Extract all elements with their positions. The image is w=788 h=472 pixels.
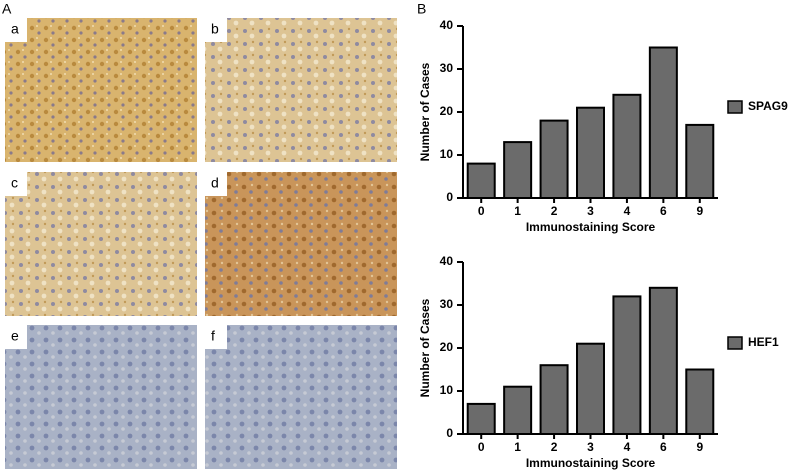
- legend-label: SPAG9: [748, 99, 788, 113]
- panel-letter: d: [211, 175, 219, 191]
- micrograph: [205, 18, 397, 162]
- y-tick-label: 40: [440, 18, 454, 32]
- micrographs: a b c d e f: [5, 18, 397, 469]
- bar: [539, 364, 569, 436]
- y-tick-label: 40: [440, 254, 454, 268]
- x-tick-label: 3: [587, 204, 594, 218]
- legend-swatch: [727, 100, 743, 114]
- micrograph: [205, 172, 397, 316]
- panel-letter: a: [11, 21, 19, 37]
- x-tick-label: 4: [624, 204, 631, 218]
- y-tick-label: 20: [440, 104, 454, 118]
- bar: [612, 295, 642, 435]
- label-box: [5, 18, 27, 42]
- label-box: [205, 325, 227, 349]
- bar: [503, 385, 533, 436]
- x-tick-label: 0: [478, 440, 485, 454]
- micrograph: [5, 18, 197, 162]
- micrograph: [5, 172, 197, 316]
- x-tick-label: 9: [696, 440, 703, 454]
- panel-letter: c: [11, 175, 18, 191]
- y-tick-label: 0: [446, 190, 453, 204]
- bar: [612, 93, 642, 199]
- panel-letter: f: [211, 328, 215, 344]
- bar: [466, 402, 496, 435]
- legend-swatch: [727, 336, 743, 350]
- x-tick-label: 6: [660, 204, 667, 218]
- x-tick-label: 1: [514, 440, 521, 454]
- bar: [466, 162, 496, 200]
- bar: [539, 119, 569, 199]
- x-tick-label: 9: [696, 204, 703, 218]
- label-box: [205, 172, 227, 196]
- y-axis-label: Number of Cases: [418, 298, 432, 397]
- label-box: [5, 325, 27, 349]
- label-box: [5, 172, 27, 196]
- y-tick-label: 30: [440, 61, 454, 75]
- y-axis-label: Number of Cases: [418, 62, 432, 161]
- y-tick-label: 10: [440, 383, 454, 397]
- panel-label: B: [417, 1, 426, 17]
- bar: [648, 46, 678, 199]
- bar: [576, 342, 605, 436]
- x-tick-label: 6: [660, 440, 667, 454]
- y-tick-label: 0: [446, 426, 453, 440]
- x-tick-label: 2: [551, 204, 558, 218]
- micrograph: [5, 325, 197, 469]
- x-tick-label: 2: [551, 440, 558, 454]
- x-tick-label: 4: [624, 440, 631, 454]
- x-tick-label: 1: [514, 204, 521, 218]
- y-tick-label: 20: [440, 340, 454, 354]
- bar: [685, 368, 715, 435]
- panel-letter: e: [11, 328, 19, 344]
- bar: [685, 123, 715, 199]
- x-axis-label: Immunostaining Score: [526, 220, 656, 234]
- bar: [648, 286, 678, 435]
- y-tick-label: 30: [440, 297, 454, 311]
- x-tick-label: 3: [587, 440, 594, 454]
- bar: [576, 106, 605, 199]
- label-box: [205, 18, 227, 42]
- x-axis-label: Immunostaining Score: [526, 456, 656, 470]
- micrograph: [205, 325, 397, 469]
- panel-label: A: [2, 1, 12, 17]
- x-tick-label: 0: [478, 204, 485, 218]
- bar: [503, 141, 533, 200]
- panel-letter: b: [211, 21, 219, 37]
- legend-label: HEF1: [748, 335, 779, 349]
- y-tick-label: 10: [440, 147, 454, 161]
